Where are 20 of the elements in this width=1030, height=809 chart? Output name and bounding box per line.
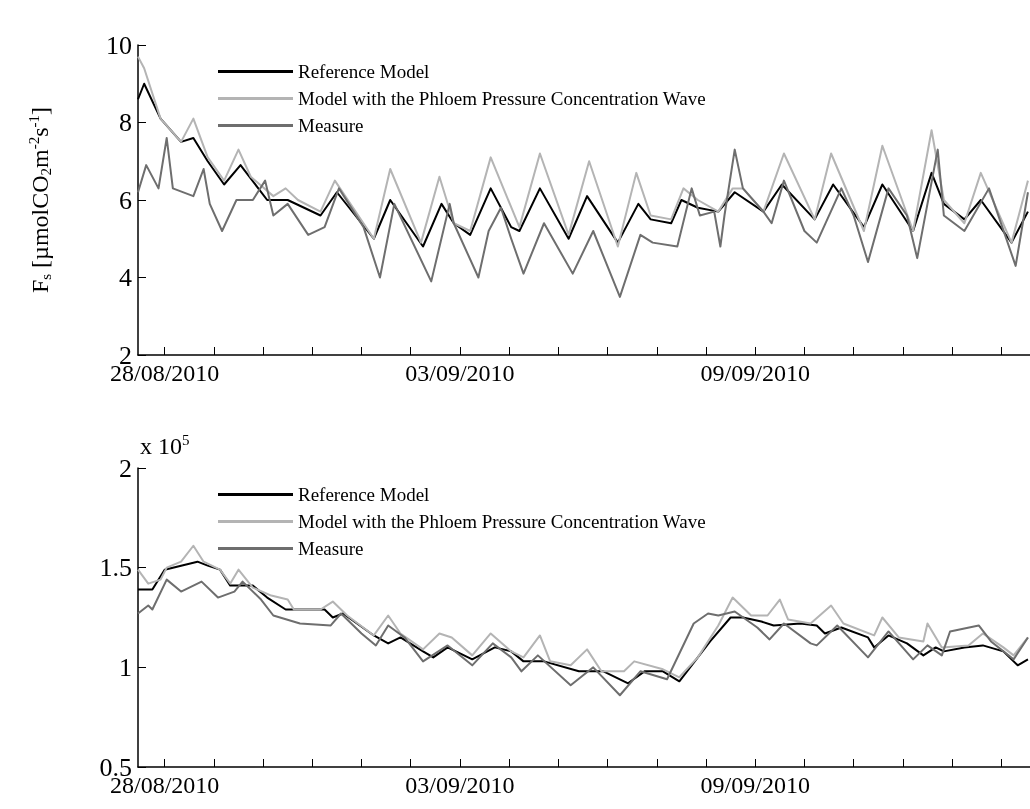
- legend-label: Reference Model: [298, 484, 430, 505]
- y-tick-label: 8: [119, 108, 132, 137]
- x-tick-label: 03/09/2010: [405, 772, 515, 798]
- legend-label: Measure: [298, 115, 364, 136]
- y-tick-label: 10: [106, 30, 132, 60]
- y-tick-label: 1.5: [99, 553, 132, 583]
- line-series: [137, 578, 1029, 697]
- legend-label: Measure: [298, 538, 364, 559]
- y-tick-label: 2: [119, 453, 132, 483]
- legend-label: Model with the Phloem Pressure Concentration Wave: [298, 511, 706, 532]
- y-tick-label: 6: [119, 185, 132, 215]
- x-tick-label: 09/09/2010: [700, 772, 810, 798]
- x-tick-label: 03/09/2010: [405, 360, 515, 386]
- text: Fs [µmolCO2m-2s-1]: [25, 106, 54, 294]
- line-series: [137, 137, 1029, 298]
- x-tick-label: 09/09/2010: [700, 360, 810, 386]
- y-tick-label: 1: [119, 652, 132, 682]
- y-tick-label: 4: [119, 263, 132, 292]
- legend-label: Reference Model: [298, 61, 430, 82]
- legend-label: Model with the Phloem Pressure Concentration Wave: [298, 88, 706, 109]
